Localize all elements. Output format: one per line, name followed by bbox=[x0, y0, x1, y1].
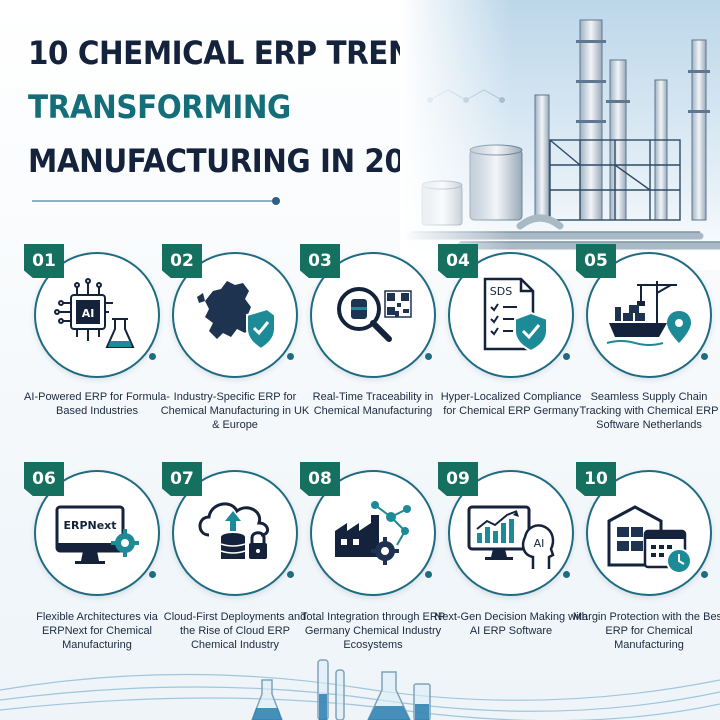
trend-number-badge: 09 bbox=[438, 462, 478, 496]
sds-document-shield-icon: SDS bbox=[483, 277, 548, 353]
trend-label: Industry-Specific ERP for Chemical Manuf… bbox=[160, 391, 310, 431]
trend-label: Cloud-First Deployments and the Rise of … bbox=[163, 611, 307, 651]
europe-map-shield-icon bbox=[197, 281, 276, 351]
trend-number-badge: 04 bbox=[438, 244, 478, 278]
trend-number-badge: 08 bbox=[300, 462, 340, 496]
svg-text:AI: AI bbox=[82, 307, 95, 320]
trend-label: Margin Protection with the Best ERP for … bbox=[572, 611, 720, 651]
page-title-line-1: 10 CHEMICAL ERP TRENDS bbox=[28, 34, 457, 72]
trend-label: Total Integration through ERP Germany Ch… bbox=[300, 611, 446, 651]
erpnext-icon-text: ERPNext bbox=[63, 519, 116, 532]
sds-icon-text: SDS bbox=[490, 285, 512, 298]
trend-number-badge: 03 bbox=[300, 244, 340, 278]
trend-number-badge: 02 bbox=[162, 244, 202, 278]
trend-number-badge: 07 bbox=[162, 462, 202, 496]
trend-card-02: 02 Industry-Specific ERP for Chemical Ma… bbox=[161, 244, 309, 474]
trend-label: Next-Gen Decision Making with AI ERP Sof… bbox=[434, 611, 588, 637]
trend-card-04: 04 SDS Hyper-Localized Compliance for Ch… bbox=[438, 244, 581, 474]
trend-label: AI-Powered ERP for Formula-Based Industr… bbox=[24, 391, 170, 417]
trend-card-01: 01 AI AI-Powered ERP for Formula-Based I… bbox=[24, 244, 170, 474]
ai-chip-flask-icon: AI bbox=[54, 278, 135, 348]
chemical-plant-illustration bbox=[400, 0, 720, 270]
trend-card-07: 07 Cloud-First Deployments and the Rise … bbox=[162, 462, 306, 692]
trend-card-03: 03 Real-Time Traceability in Chemical Ma… bbox=[300, 244, 438, 474]
trend-label: Flexible Architectures via ERPNext for C… bbox=[36, 611, 158, 651]
title-divider bbox=[32, 197, 280, 205]
trend-number-badge: 10 bbox=[576, 462, 616, 496]
page-title-line-2: TRANSFORMING bbox=[28, 88, 291, 126]
trend-card-08: 08 Total Integration through ERP Germany… bbox=[300, 462, 445, 692]
trend-number-badge: 01 bbox=[24, 244, 64, 278]
trend-card-09: 09 AI Next-Gen Decision Making with AI E… bbox=[434, 462, 588, 692]
trend-number-badge: 05 bbox=[576, 244, 616, 278]
ai-head-icon-text: AI bbox=[534, 537, 545, 550]
title-block: 10 CHEMICAL ERP TRENDS TRANSFORMING MANU… bbox=[28, 26, 458, 188]
lab-glassware-illustration bbox=[0, 659, 720, 720]
monitor-gear-icon: ERPNext bbox=[55, 505, 139, 564]
trend-label: Real-Time Traceability in Chemical Manuf… bbox=[312, 391, 434, 417]
trend-number-badge: 06 bbox=[24, 462, 64, 496]
page-title-line-3: MANUFACTURING IN 2026 bbox=[28, 142, 445, 180]
trend-label: Seamless Supply Chain Tracking with Chem… bbox=[579, 391, 719, 431]
trend-icon-circle bbox=[586, 470, 712, 596]
trend-icon-circle: SDS bbox=[448, 252, 574, 378]
trend-card-06: 06 ERPNext Flexible Architectures via ER… bbox=[24, 462, 162, 692]
chart-monitor-ai-head-icon: AI bbox=[467, 505, 555, 569]
warehouse-calendar-clock-icon bbox=[607, 505, 692, 574]
trend-card-10: 10 Margin Protection with the Best ERP f… bbox=[573, 462, 720, 692]
barrel-magnifier-qr-icon bbox=[337, 287, 412, 342]
factory-gear-network-icon bbox=[335, 501, 411, 565]
cloud-database-lock-icon bbox=[198, 502, 269, 559]
trend-card-05: 05 Seamless Supply Chain Tracking with C… bbox=[576, 244, 718, 474]
trend-label: Hyper-Localized Compliance for Chemical … bbox=[440, 391, 582, 417]
ship-crane-location-icon bbox=[606, 281, 691, 346]
